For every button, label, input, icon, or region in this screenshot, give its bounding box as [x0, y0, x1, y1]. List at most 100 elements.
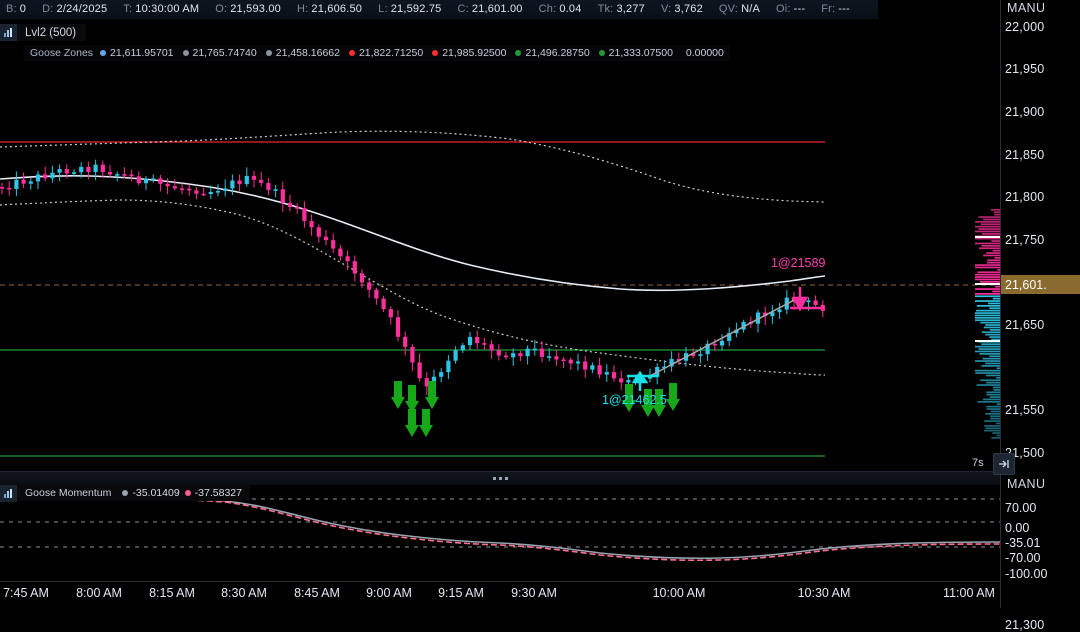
momentum-title-bar[interactable]: Goose Momentum -35.01409 -37.58327: [0, 484, 250, 502]
volume-profile-bar: [995, 285, 1000, 288]
status-field-b: B: 0: [6, 3, 26, 15]
candle-body: [28, 181, 33, 184]
candle-body: [122, 174, 127, 176]
volume-profile-bar: [992, 249, 1000, 252]
volume-profile-bar: [985, 427, 1000, 430]
candle-body: [611, 372, 617, 379]
volume-profile-bar: [991, 437, 1000, 439]
candle-body: [388, 309, 393, 318]
zone-legend-value: 21,496.28750: [525, 47, 590, 59]
momentum-legend-value: -37.58327: [194, 487, 242, 499]
candle-body: [561, 359, 566, 362]
candle-body: [172, 186, 177, 189]
candle-body: [179, 188, 185, 191]
volume-profile-bar: [992, 386, 1000, 389]
candle-body: [295, 207, 300, 209]
candle-body: [352, 261, 357, 274]
volume-profile-bar: [978, 216, 1000, 218]
volume-profile-bar: [986, 374, 1000, 377]
momentum-pane[interactable]: [0, 485, 1000, 581]
candle-body: [14, 179, 19, 190]
candle-body: [79, 166, 84, 173]
scroll-to-end-icon[interactable]: [993, 453, 1015, 475]
candle-body: [215, 190, 221, 193]
goose-zones-label: Goose Zones: [30, 47, 94, 59]
candle-body: [590, 365, 595, 370]
candle-body: [287, 202, 293, 208]
volume-profile-bar: [975, 225, 1000, 228]
volume-profile-bar: [975, 288, 1000, 290]
volume-profile-bar: [978, 228, 1000, 230]
status-field-value: 21,592.75: [390, 3, 442, 15]
time-axis-label: 8:15 AM: [149, 586, 195, 600]
candle-body: [230, 180, 235, 189]
candle-body: [719, 340, 725, 346]
time-axis[interactable]: 7:45 AM 8:00 AM 8:15 AM 8:30 AM 8:45 AM 9:00 …: [0, 581, 1000, 608]
status-field-key: Tk:: [597, 3, 614, 15]
volume-profile-bar: [985, 362, 1000, 365]
time-axis-label: 11:00 AM: [943, 586, 995, 600]
volume-profile-bar: [993, 211, 1000, 214]
volume-profile-bar: [996, 434, 1000, 437]
volume-profile-bar: [979, 281, 1000, 283]
zone-legend-entry: 21,822.71250: [348, 47, 424, 59]
candle-body: [532, 348, 537, 351]
candle-body: [626, 379, 631, 383]
zone-legend-value: 21,822.71250: [358, 47, 424, 59]
ma-slow-upper-line: [0, 130, 826, 203]
pane-splitter[interactable]: [0, 471, 1000, 485]
price-axis-label: 21,300: [1005, 618, 1045, 632]
goose-zones-legend[interactable]: Goose Zones 21,611.95701 21,765.74740 21,4…: [24, 45, 730, 61]
volume-profile-bar: [984, 425, 1000, 427]
candle-body: [43, 174, 48, 179]
volume-profile-bar: [990, 209, 1000, 211]
candle-body: [410, 346, 415, 363]
candle-body: [331, 240, 336, 249]
current-price-tag: 21,601.: [1001, 275, 1080, 294]
volume-profile-bar: [980, 223, 1000, 226]
volume-profile-bar: [975, 319, 1000, 322]
candle-body: [539, 348, 545, 358]
volume-profile-bar: [990, 410, 1000, 413]
momentum-axis[interactable]: MANU 70.00 0.00 -35.01 -70.00 -100.00: [1000, 475, 1080, 608]
volume-profile-bar: [975, 312, 1000, 314]
status-field-v: V: 3,762: [661, 3, 703, 15]
volume-profile-bar: [981, 233, 1000, 235]
candle-body: [619, 378, 624, 383]
zone-color-dot-icon: [100, 50, 107, 56]
chart-title-bar[interactable]: Lvl2 (500): [0, 24, 87, 41]
volume-profile-bar: [980, 321, 1000, 324]
volume-profile-bar: [979, 353, 1000, 355]
zone-color-dot-icon: [515, 50, 522, 56]
volume-profile-bar: [991, 240, 1000, 242]
volume-profile-bar: [984, 420, 1000, 422]
volume-profile-bar: [987, 259, 1000, 262]
volume-profile-bar: [975, 237, 1000, 240]
status-field-value: 2/24/2025: [56, 3, 108, 15]
volume-profile-bar: [975, 278, 1000, 281]
volume-profile-bar: [985, 333, 1000, 336]
zone-color-dot-icon: [348, 50, 355, 56]
price-axis-label: 21,900: [1005, 105, 1045, 119]
volume-profile-bar: [991, 338, 1000, 341]
candle-body: [374, 289, 379, 299]
status-field-key: Fr:: [821, 3, 836, 15]
volume-profile-bar: [996, 367, 1000, 370]
volume-profile-bar: [985, 324, 1000, 326]
volume-profile-bar: [975, 273, 1000, 276]
candle-body: [323, 236, 329, 241]
status-field-value: 21,606.50: [311, 3, 363, 15]
status-field-c: C: 21,601.00: [457, 3, 522, 15]
candle-body: [381, 298, 386, 310]
volume-profile-bar: [985, 413, 1000, 415]
time-axis-label: 8:45 AM: [294, 586, 340, 600]
price-axis[interactable]: MANU 22,000 21,950 21,900 21,850 21,800 21,75…: [1000, 0, 1080, 632]
ma-slow-lower-line: [0, 199, 826, 376]
candle-body: [453, 350, 458, 361]
volume-profile-bar: [978, 247, 1000, 250]
volume-profile-bar: [986, 393, 1000, 396]
candle-body: [583, 361, 588, 370]
candle-body: [64, 169, 69, 174]
zone-legend-entry: 21,611.95701: [100, 47, 174, 59]
price-chart-pane[interactable]: [0, 19, 1000, 475]
